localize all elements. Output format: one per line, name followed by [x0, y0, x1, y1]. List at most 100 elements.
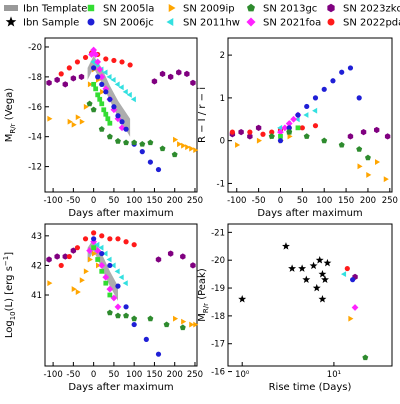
data-point [351, 304, 359, 311]
data-point [71, 286, 77, 293]
data-point [102, 273, 110, 281]
data-point [330, 78, 336, 84]
x-tick-label: 50 [108, 370, 119, 380]
data-point [147, 159, 153, 165]
data-point [74, 59, 81, 65]
x-tick-label: 0 [278, 196, 283, 206]
data-point [90, 46, 98, 54]
data-point [90, 106, 97, 113]
data-point [75, 114, 81, 121]
data-point [131, 139, 138, 146]
data-point [107, 236, 113, 242]
data-point [119, 119, 125, 125]
y-label-part: 10 [9, 311, 17, 320]
data-point [268, 133, 275, 139]
data-point [46, 256, 52, 263]
y-label-part: −1 [2, 256, 10, 266]
y-tick-label: 0 [220, 137, 225, 147]
data-point [107, 292, 113, 298]
data-point [106, 256, 112, 263]
data-point [277, 128, 284, 136]
data-point [147, 139, 154, 146]
data-point [312, 123, 319, 129]
data-point [384, 133, 391, 140]
data-point [356, 146, 363, 152]
y-label-part: R − I / r − i [197, 87, 208, 143]
data-point [256, 137, 262, 144]
y-tick-label: -16 [28, 103, 42, 113]
data-point [344, 265, 350, 272]
data-point [103, 56, 109, 62]
data-point [123, 126, 129, 132]
data-point [47, 115, 53, 122]
data-point [90, 238, 98, 246]
data-point [167, 73, 174, 80]
y-tick-label: 42 [31, 261, 42, 271]
data-point [159, 145, 166, 152]
data-point [383, 176, 389, 183]
data-point [111, 57, 117, 64]
x-tick-label: 100 [316, 196, 332, 206]
x-tick-label: 250 [382, 196, 398, 206]
data-point [91, 81, 97, 87]
y-label-part: (L) [erg s [4, 266, 15, 311]
data-point [131, 315, 138, 322]
y-tick-label: -16 [211, 368, 225, 378]
y-tick-label: -21 [211, 228, 225, 238]
y-label-part: (Vega) [4, 88, 15, 124]
data-point [364, 154, 371, 161]
data-point [58, 262, 64, 269]
data-point [173, 315, 179, 322]
data-point [347, 133, 354, 140]
data-point [115, 283, 121, 289]
data-point [181, 318, 187, 325]
legend-marker [5, 16, 17, 27]
data-point [102, 69, 108, 76]
data-point [189, 145, 195, 152]
data-point [190, 262, 196, 269]
data-point [123, 304, 129, 310]
data-point [98, 262, 106, 269]
data-point [373, 126, 380, 134]
legend-label: SN 2023zkd [343, 4, 400, 15]
data-point [78, 73, 85, 80]
x-tick-label: 150 [146, 196, 162, 206]
data-point [107, 96, 113, 102]
x-tick-label: -50 [66, 196, 80, 206]
data-point [278, 134, 283, 139]
data-point [71, 121, 77, 128]
data-point [119, 59, 125, 65]
legend-label: SN 2013gc [263, 4, 317, 15]
data-point [147, 315, 154, 322]
plot-area [44, 37, 198, 193]
y-tick-label: 1 [220, 94, 225, 104]
panel: 10⁰ 10¹ -21 -20 -19 -18 -17 -16 Rise time (Days)… [197, 223, 393, 393]
y-label-part: R/r [202, 303, 210, 313]
data-point [338, 141, 345, 148]
data-point [167, 250, 174, 257]
data-point [122, 280, 128, 287]
data-point [123, 139, 130, 146]
data-point [321, 86, 327, 92]
data-point [235, 142, 241, 148]
x-tick-label: 50 [297, 196, 308, 206]
data-point [107, 262, 113, 269]
data-point [93, 86, 99, 92]
data-point [159, 70, 166, 77]
data-point [139, 149, 145, 155]
data-point [184, 70, 190, 77]
data-point [115, 236, 121, 242]
data-point [91, 245, 97, 251]
data-point [350, 277, 356, 283]
data-point [366, 171, 372, 178]
x-tick-label: 200 [360, 196, 376, 206]
legend-label: SN 2005la [103, 4, 154, 15]
data-point [247, 133, 253, 140]
data-point [66, 253, 72, 260]
data-point [362, 354, 369, 361]
legend-swatch [4, 5, 18, 11]
data-point [193, 147, 199, 154]
data-point [96, 66, 104, 73]
data-point [91, 65, 97, 71]
data-point [75, 289, 81, 295]
